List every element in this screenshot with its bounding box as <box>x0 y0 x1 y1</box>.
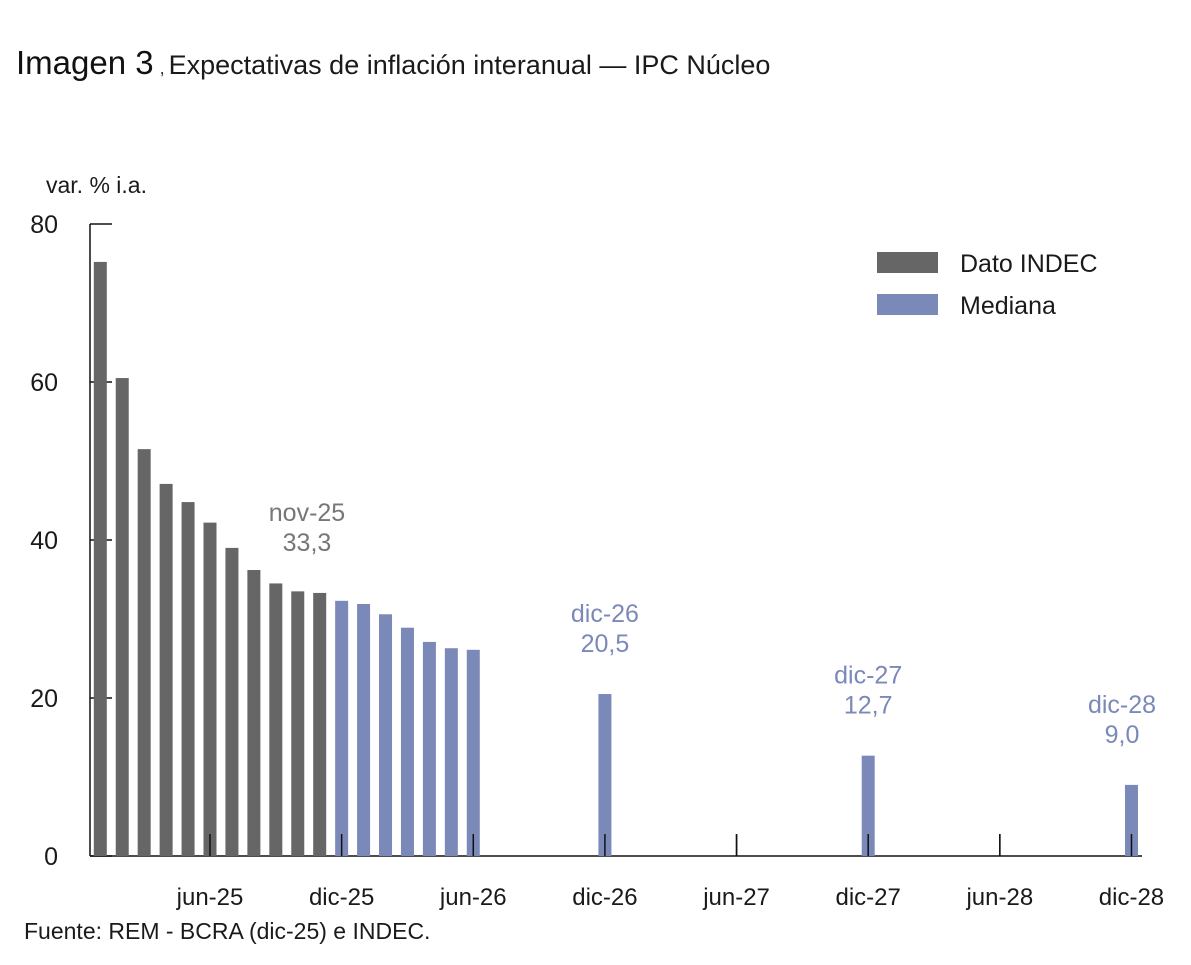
x-tick-label: dic-28 <box>1099 884 1164 911</box>
bar-mar-26 <box>400 627 414 856</box>
bar-jul-25 <box>225 547 239 856</box>
x-tick-label: jun-25 <box>176 884 244 911</box>
annotation-date: nov-25 <box>269 499 345 527</box>
bar-may-25 <box>181 502 195 856</box>
title-separator: , <box>159 58 165 78</box>
chart-title: Expectativas de inflación interanual — I… <box>168 50 771 80</box>
bar-oct-25 <box>291 591 305 856</box>
x-tick-label: dic-25 <box>309 884 374 911</box>
bar-jun-25 <box>203 522 217 856</box>
bar-abr-26 <box>422 641 436 856</box>
bar-dic-26 <box>598 694 612 856</box>
annotation-date: dic-26 <box>571 600 639 628</box>
bar-may-26 <box>444 648 458 856</box>
bar-dic-27 <box>861 755 875 856</box>
chart-header: Imagen 3, Expectativas de inflación inter… <box>16 44 770 82</box>
y-tick-label: 0 <box>44 843 58 871</box>
legend-swatch-mediana <box>877 294 938 315</box>
bar-ago-25 <box>247 570 261 856</box>
bar-feb-25 <box>115 378 129 856</box>
y-axis-label: var. % i.a. <box>46 172 147 198</box>
image-label: Imagen 3 <box>16 44 154 81</box>
annotation-value: 12,7 <box>844 692 893 720</box>
x-tick-label: dic-27 <box>836 884 901 911</box>
annotation-value: 9,0 <box>1105 721 1140 749</box>
y-tick-label: 20 <box>30 685 58 713</box>
y-axis: 0 20 40 60 80 <box>30 211 112 871</box>
bar-ene-25 <box>93 261 107 856</box>
y-tick-label: 60 <box>30 369 58 397</box>
y-tick-label: 40 <box>30 527 58 555</box>
x-tick-label: jun-26 <box>439 884 507 911</box>
x-tick-label: jun-28 <box>965 884 1033 911</box>
bar-sep-25 <box>269 583 283 856</box>
legend-label: Dato INDEC <box>960 250 1098 278</box>
bar-jun-26 <box>466 649 480 856</box>
annotation-date: dic-27 <box>834 662 902 690</box>
bar-abr-25 <box>159 483 173 856</box>
bar-ene-26 <box>357 603 371 856</box>
x-axis: jun-25 dic-25 jun-26 dic-26 jun-27 dic-27 jun-… <box>90 834 1164 911</box>
legend: Dato INDEC Mediana <box>877 250 1098 320</box>
annotation-value: 20,5 <box>581 630 630 658</box>
bar-mar-25 <box>137 449 151 856</box>
x-tick-label: dic-26 <box>572 884 637 911</box>
annotation-date: dic-28 <box>1088 691 1156 719</box>
bar-dic-28 <box>1124 784 1138 856</box>
annotation-value: 33,3 <box>283 529 332 557</box>
bar-nov-25 <box>313 592 327 856</box>
y-tick-label: 80 <box>30 211 58 239</box>
legend-label: Mediana <box>960 292 1056 320</box>
bar-dic-25 <box>335 600 349 856</box>
legend-swatch-indec <box>877 252 938 273</box>
bar-feb-26 <box>379 614 393 856</box>
x-tick-label: jun-27 <box>702 884 770 911</box>
bars <box>93 261 1138 856</box>
source-note: Fuente: REM - BCRA (dic-25) e INDEC. <box>24 918 431 944</box>
